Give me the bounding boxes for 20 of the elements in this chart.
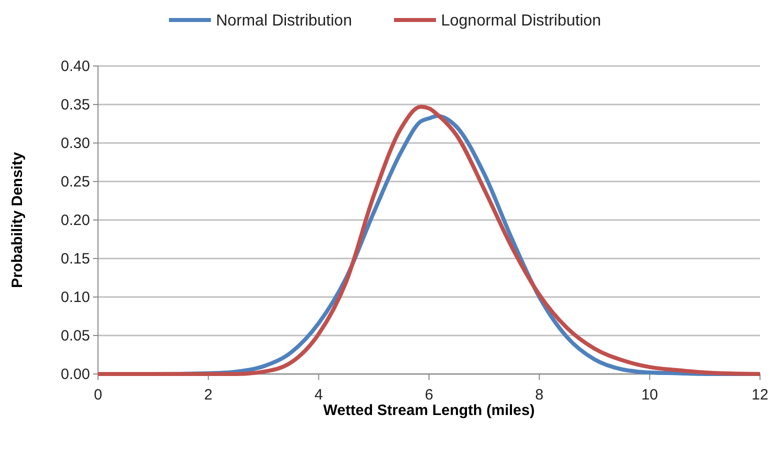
x-tick-label: 12: [752, 386, 768, 404]
legend-label: Lognormal Distribution: [440, 12, 602, 30]
y-tick-label: 0.20: [60, 212, 90, 229]
y-tick-label: 0.40: [60, 58, 90, 75]
x-tick-label: 0: [94, 386, 102, 404]
x-tick-label: 2: [204, 386, 213, 404]
y-tick-label: 0.35: [60, 96, 90, 114]
x-tick-label: 6: [424, 386, 434, 404]
x-tick-label: 4: [314, 386, 323, 404]
x-tick-label: 8: [535, 386, 544, 404]
x-tick-label: 10: [641, 386, 658, 404]
y-tick-label: 0.30: [60, 134, 90, 152]
y-tick-label: 0.10: [60, 288, 90, 306]
legend-label: Normal Distribution: [216, 12, 352, 30]
y-tick-label: 0.05: [60, 327, 90, 344]
y-tick-label: 0.00: [60, 366, 90, 383]
y-tick-label: 0.15: [60, 250, 90, 268]
x-axis-title: Wetted Stream Length (miles): [323, 402, 535, 419]
y-axis-title: Probability Density: [9, 151, 26, 288]
y-tick-label: 0.25: [60, 173, 90, 190]
